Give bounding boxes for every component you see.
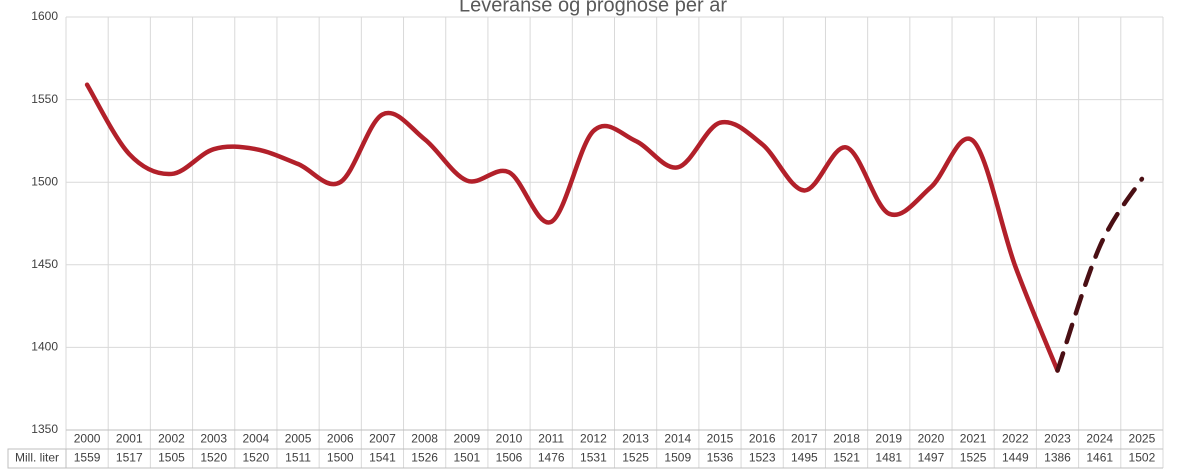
table-value: 1502 bbox=[1129, 451, 1156, 465]
x-tick-label: 2014 bbox=[664, 432, 691, 446]
table-row-label: Mill. liter bbox=[15, 451, 59, 465]
x-tick-label: 2012 bbox=[580, 432, 607, 446]
x-tick-label: 2006 bbox=[327, 432, 354, 446]
y-tick-label: 1600 bbox=[31, 9, 58, 23]
series-line bbox=[84, 82, 1060, 373]
table-value: 1476 bbox=[538, 451, 565, 465]
table-value: 1511 bbox=[285, 451, 311, 465]
x-tick-label: 2001 bbox=[116, 432, 143, 446]
x-tick-label: 2002 bbox=[158, 432, 185, 446]
x-tick-label: 2011 bbox=[538, 432, 564, 446]
x-tick-label: 2000 bbox=[74, 432, 101, 446]
table-value: 1525 bbox=[960, 451, 987, 465]
table-value: 1449 bbox=[1002, 451, 1029, 465]
table-value: 1506 bbox=[496, 451, 523, 465]
x-tick-label: 2005 bbox=[285, 432, 312, 446]
table-value: 1541 bbox=[369, 451, 396, 465]
table-value: 1526 bbox=[411, 451, 438, 465]
table-value: 1521 bbox=[833, 451, 860, 465]
table-value: 1536 bbox=[707, 451, 734, 465]
y-tick-label: 1350 bbox=[31, 422, 58, 436]
table-value: 1495 bbox=[791, 451, 818, 465]
x-tick-label: 2003 bbox=[200, 432, 227, 446]
table-value: 1509 bbox=[664, 451, 691, 465]
x-tick-label: 2013 bbox=[622, 432, 649, 446]
x-tick-label: 2023 bbox=[1044, 432, 1071, 446]
y-tick-label: 1500 bbox=[31, 174, 58, 188]
table-value: 1500 bbox=[327, 451, 354, 465]
table-value: 1517 bbox=[116, 451, 143, 465]
table-value: 1559 bbox=[74, 451, 101, 465]
table-value: 1481 bbox=[875, 451, 902, 465]
x-tick-label: 2004 bbox=[243, 432, 270, 446]
x-tick-label: 2009 bbox=[453, 432, 480, 446]
table-value: 1520 bbox=[243, 451, 270, 465]
table-value: 1523 bbox=[749, 451, 776, 465]
table-value: 1505 bbox=[158, 451, 185, 465]
x-tick-label: 2020 bbox=[918, 432, 945, 446]
table-value: 1501 bbox=[453, 451, 480, 465]
y-tick-label: 1550 bbox=[31, 92, 58, 106]
y-tick-label: 1400 bbox=[31, 340, 58, 354]
x-tick-label: 2018 bbox=[833, 432, 860, 446]
x-tick-label: 2007 bbox=[369, 432, 396, 446]
table-value: 1497 bbox=[918, 451, 945, 465]
y-tick-label: 1450 bbox=[31, 257, 58, 271]
table-value: 1386 bbox=[1044, 451, 1071, 465]
x-tick-label: 2015 bbox=[707, 432, 734, 446]
x-tick-label: 2022 bbox=[1002, 432, 1029, 446]
x-tick-label: 2008 bbox=[411, 432, 438, 446]
x-tick-label: 2010 bbox=[496, 432, 523, 446]
table-value: 1520 bbox=[200, 451, 227, 465]
table-value: 1461 bbox=[1086, 451, 1113, 465]
table-value: 1525 bbox=[622, 451, 649, 465]
x-tick-label: 2016 bbox=[749, 432, 776, 446]
x-tick-label: 2025 bbox=[1129, 432, 1156, 446]
x-tick-label: 2019 bbox=[875, 432, 902, 446]
forecast-line bbox=[1055, 176, 1145, 373]
x-tick-label: 2017 bbox=[791, 432, 818, 446]
x-tick-label: 2021 bbox=[960, 432, 987, 446]
table-value: 1531 bbox=[580, 451, 607, 465]
chart-title: Leveranse og prognose per år bbox=[459, 0, 727, 16]
x-tick-label: 2024 bbox=[1086, 432, 1113, 446]
